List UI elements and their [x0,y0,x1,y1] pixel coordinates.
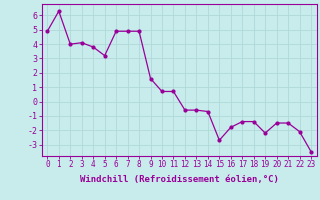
X-axis label: Windchill (Refroidissement éolien,°C): Windchill (Refroidissement éolien,°C) [80,175,279,184]
